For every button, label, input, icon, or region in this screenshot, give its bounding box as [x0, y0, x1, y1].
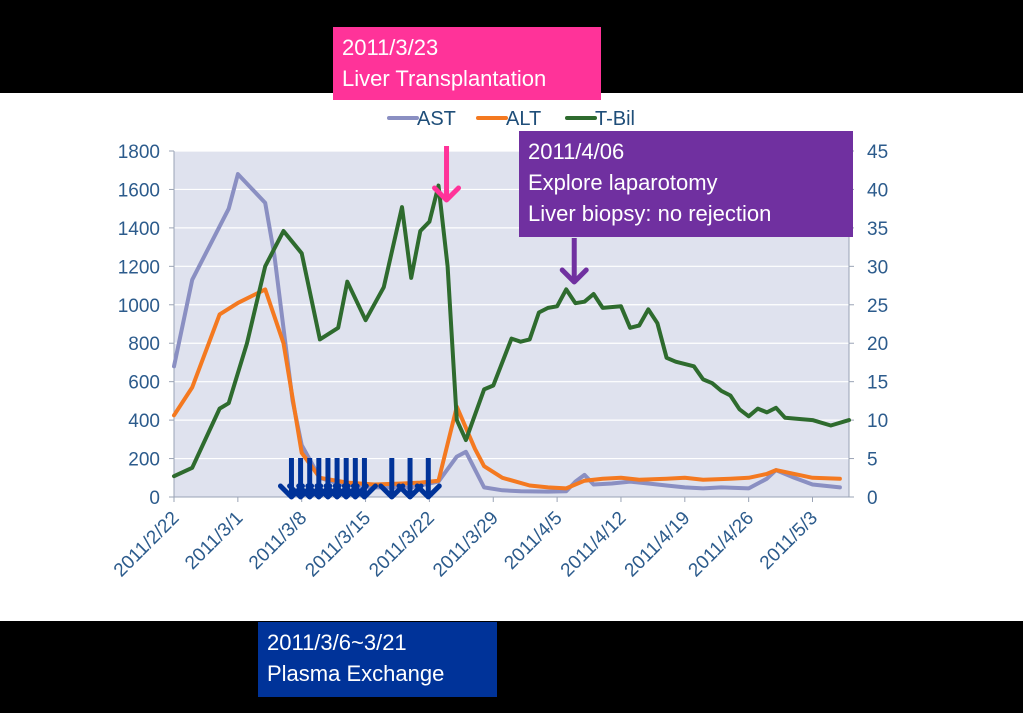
legend: AST ALT T-Bil [387, 108, 635, 130]
series-line-t-bil [172, 183, 851, 479]
y-tick-label: 400 [128, 411, 160, 432]
plasma-date-range: 2011/3/6~3/21 [267, 630, 407, 655]
y2-tick-label: 0 [867, 488, 878, 509]
series-lines [172, 172, 851, 494]
y2-tick-label: 5 [867, 450, 878, 471]
y2-tick-label: 25 [867, 296, 888, 317]
y-tick-label: 1400 [118, 219, 160, 240]
y-tick-label: 1200 [118, 257, 160, 278]
biopsy-callout: 2011/4/06 Explore laparotomy Liver biops… [519, 131, 853, 237]
plasma-exchange-arrow-head [350, 483, 378, 500]
y2-tick-label: 40 [867, 180, 888, 201]
transplant-date: 2011/3/23 [342, 35, 439, 60]
y-tick-label: 0 [149, 488, 160, 509]
transplant-arrow-head [432, 185, 462, 203]
biopsy-date: 2011/4/06 [528, 139, 625, 164]
annotation-arrows [277, 146, 589, 500]
plasma-exchange-arrow-head [396, 483, 424, 500]
plasma-exchange-arrow-head [378, 483, 406, 500]
series-line-alt [172, 287, 842, 491]
biopsy-arrow [559, 238, 589, 285]
y-tick-label: 1600 [118, 180, 160, 201]
y2-tick-label: 35 [867, 219, 888, 240]
legend-label: ALT [506, 108, 541, 130]
y2-tick-label: 10 [867, 411, 888, 432]
transplant-callout: 2011/3/23 Liver Transplantation [333, 27, 601, 100]
plasma-exchange-arrow [378, 458, 406, 500]
y2-tick-label: 30 [867, 257, 888, 278]
transplant-label: Liver Transplantation [342, 66, 547, 91]
y2-tick-label: 45 [867, 142, 888, 163]
plasma-exchange-arrow-head [414, 483, 442, 500]
legend-label: T-Bil [595, 108, 635, 130]
y2-tick-label: 15 [867, 373, 888, 394]
biopsy-arrow-head [559, 267, 589, 285]
plasma-exchange-arrow [350, 458, 378, 500]
plasma-exchange-arrow [396, 458, 424, 500]
plasma-label: Plasma Exchange [267, 661, 445, 686]
y-tick-label: 800 [128, 334, 160, 355]
y2-tick-label: 20 [867, 334, 888, 355]
plasma-exchange-callout: 2011/3/6~3/21 Plasma Exchange [258, 622, 497, 697]
legend-label: AST [417, 108, 456, 130]
biopsy-result: Liver biopsy: no rejection [528, 201, 772, 226]
biopsy-procedure: Explore laparotomy [528, 170, 718, 195]
y-tick-label: 1000 [118, 296, 160, 317]
y-tick-label: 200 [128, 450, 160, 471]
y-tick-label: 600 [128, 373, 160, 394]
y-tick-label: 1800 [118, 142, 160, 163]
transplant-arrow [432, 146, 462, 203]
plasma-exchange-arrow [414, 458, 442, 500]
